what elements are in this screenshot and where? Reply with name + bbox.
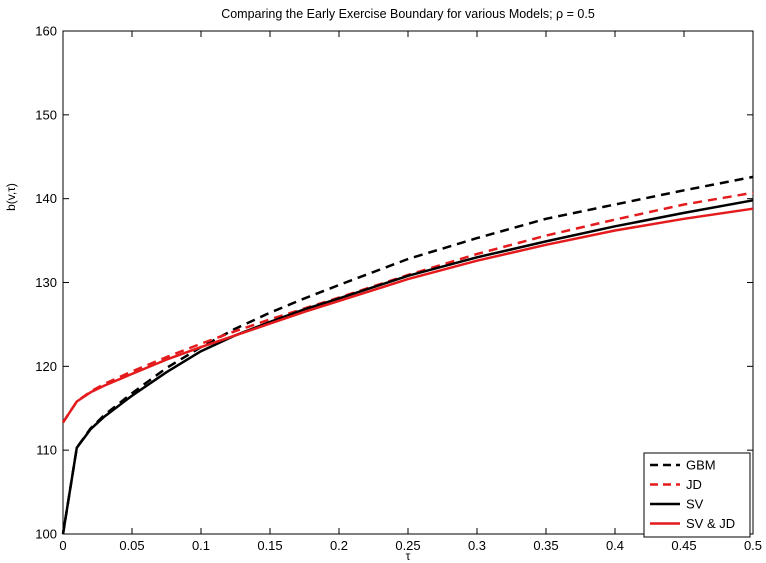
series-line-sv-jd — [61, 207, 754, 424]
y-tick-label: 160 — [35, 24, 57, 39]
legend-label: SV & JD — [686, 516, 735, 531]
y-tick-label: 100 — [35, 527, 57, 542]
x-tick-label: 0.2 — [330, 538, 348, 553]
y-tick-label: 140 — [35, 191, 57, 206]
plot-area: 0 0.05 0.1 0.15 0.2 0.25 0.3 0.35 0.4 0.45 0.5 100 1… — [35, 24, 762, 554]
y-tick-label: 120 — [35, 359, 57, 374]
x-tick-label: 0 — [59, 538, 66, 553]
series-line-jd — [61, 191, 754, 424]
y-tick-label: 110 — [36, 443, 57, 458]
x-tick-label: 0.4 — [606, 538, 624, 553]
x-tick-label: 0.25 — [395, 538, 420, 553]
x-tick-label: 0.35 — [533, 538, 558, 553]
x-tick-label: 0.3 — [468, 538, 486, 553]
legend-label: SV — [686, 497, 704, 512]
chart-title: Comparing the Early Exercise Boundary fo… — [221, 7, 595, 21]
legend: GBM JD SV SV & JD — [643, 452, 751, 538]
x-tick-label: 0.5 — [744, 538, 762, 553]
series-line-sv — [61, 199, 754, 535]
x-tick-label: 0.45 — [671, 538, 696, 553]
legend-label: JD — [686, 477, 702, 492]
y-axis-label: b(v,τ) — [4, 183, 18, 211]
x-axis-label: τ — [406, 549, 411, 563]
y-tick-label: 150 — [35, 107, 57, 122]
x-tick-label: 0.1 — [192, 538, 210, 553]
y-tick-label: 130 — [35, 275, 57, 290]
x-tick-label: 0.05 — [119, 538, 144, 553]
x-tick-label: 0.15 — [257, 538, 282, 553]
plot-frame — [62, 30, 754, 535]
legend-label: GBM — [686, 458, 716, 473]
